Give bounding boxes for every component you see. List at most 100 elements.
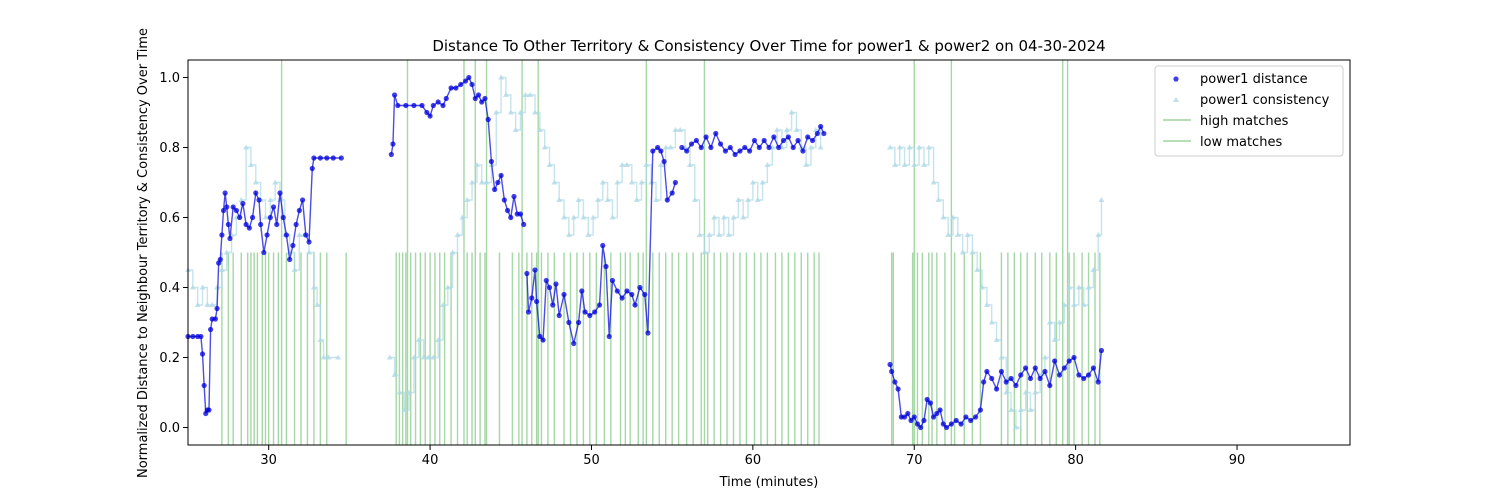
consistency-point — [223, 249, 230, 255]
distance-point — [785, 134, 791, 140]
consistency-point — [609, 214, 616, 220]
consistency-point — [310, 284, 317, 290]
consistency-point — [672, 127, 679, 132]
distance-point — [525, 309, 532, 315]
consistency-point — [954, 232, 961, 237]
distance-point — [684, 148, 690, 154]
consistency-point — [633, 197, 640, 202]
distance-point — [330, 155, 336, 161]
consistency-point — [677, 127, 684, 132]
consistency-point — [1071, 302, 1078, 307]
consistency-point — [1095, 232, 1102, 237]
distance-point — [224, 204, 230, 210]
consistency-point — [459, 214, 466, 220]
x-tick-label: 40 — [422, 453, 439, 468]
distance-point — [517, 211, 524, 217]
distance-point — [596, 302, 603, 308]
consistency-point — [1008, 407, 1015, 412]
distance-point — [814, 130, 821, 137]
distance-point — [495, 179, 501, 186]
consistency-point — [1056, 319, 1063, 325]
distance-point — [475, 92, 482, 98]
y-tick-label: 0.6 — [159, 211, 180, 226]
consistency-point — [1075, 284, 1082, 290]
distance-point — [458, 81, 464, 88]
distance-point — [469, 81, 475, 88]
distance-point — [963, 414, 969, 420]
consistency-point — [998, 354, 1005, 360]
distance-point — [780, 137, 787, 144]
distance-point — [672, 179, 678, 186]
consistency-point — [643, 162, 650, 167]
consistency-point — [218, 267, 225, 272]
distance-point — [317, 155, 323, 161]
distance-point — [698, 144, 704, 151]
distance-point — [948, 421, 954, 427]
distance-point — [924, 396, 930, 403]
distance-point — [761, 137, 767, 144]
consistency-point — [1027, 407, 1034, 412]
distance-point — [742, 144, 748, 151]
distance-point — [921, 417, 927, 424]
distance-point — [606, 333, 612, 340]
consistency-point — [1017, 407, 1024, 412]
distance-point — [892, 379, 898, 385]
x-tick-label: 80 — [1067, 453, 1084, 468]
distance-point — [1032, 365, 1038, 371]
distance-point — [553, 281, 559, 287]
distance-point — [766, 144, 772, 151]
consistency-line — [389, 76, 822, 411]
distance-point — [953, 417, 959, 424]
consistency-point — [623, 162, 630, 167]
consistency-point — [415, 337, 422, 342]
consistency-point — [536, 127, 543, 132]
distance-point — [693, 137, 699, 144]
consistency-point — [945, 232, 952, 237]
distance-point — [338, 155, 344, 161]
consistency-point — [920, 162, 927, 167]
distance-point — [287, 256, 293, 263]
distance-point — [390, 141, 396, 147]
consistency-point — [314, 302, 321, 307]
consistency-point — [988, 319, 995, 325]
consistency-point — [325, 354, 332, 360]
consistency-point — [420, 354, 427, 360]
consistency-point — [715, 232, 722, 237]
consistency-point — [498, 74, 505, 80]
consistency-point — [648, 179, 655, 185]
distance-point — [532, 267, 538, 273]
consistency-point — [247, 162, 254, 167]
consistency-point — [906, 144, 913, 150]
distance-point — [190, 333, 196, 340]
consistency-point — [449, 249, 456, 255]
consistency-point — [940, 214, 947, 220]
consistency-point — [561, 214, 568, 220]
distance-point — [419, 102, 425, 109]
distance-point — [809, 137, 816, 144]
distance-point — [243, 221, 249, 228]
distance-point — [911, 414, 917, 420]
consistency-point — [531, 109, 538, 115]
distance-point — [805, 134, 811, 140]
distance-point — [1081, 375, 1087, 382]
distance-point — [1090, 365, 1096, 371]
distance-point — [466, 74, 472, 81]
consistency-point — [267, 197, 274, 202]
distance-point — [914, 421, 921, 427]
y-tick-label: 0.8 — [159, 141, 180, 156]
distance-point — [430, 102, 436, 109]
distance-point — [984, 368, 990, 375]
distance-point — [546, 284, 553, 291]
distance-point — [1095, 379, 1101, 385]
distance-point — [214, 305, 220, 312]
distance-point — [732, 151, 738, 158]
consistency-point — [391, 372, 398, 377]
distance-layer — [185, 74, 1105, 431]
distance-point — [889, 368, 895, 375]
distance-point — [293, 221, 299, 228]
y-axis-label: Normalized Distance to Neighbour Territo… — [136, 28, 151, 478]
distance-point — [901, 414, 908, 420]
distance-point — [206, 407, 212, 413]
distance-point — [688, 141, 695, 147]
